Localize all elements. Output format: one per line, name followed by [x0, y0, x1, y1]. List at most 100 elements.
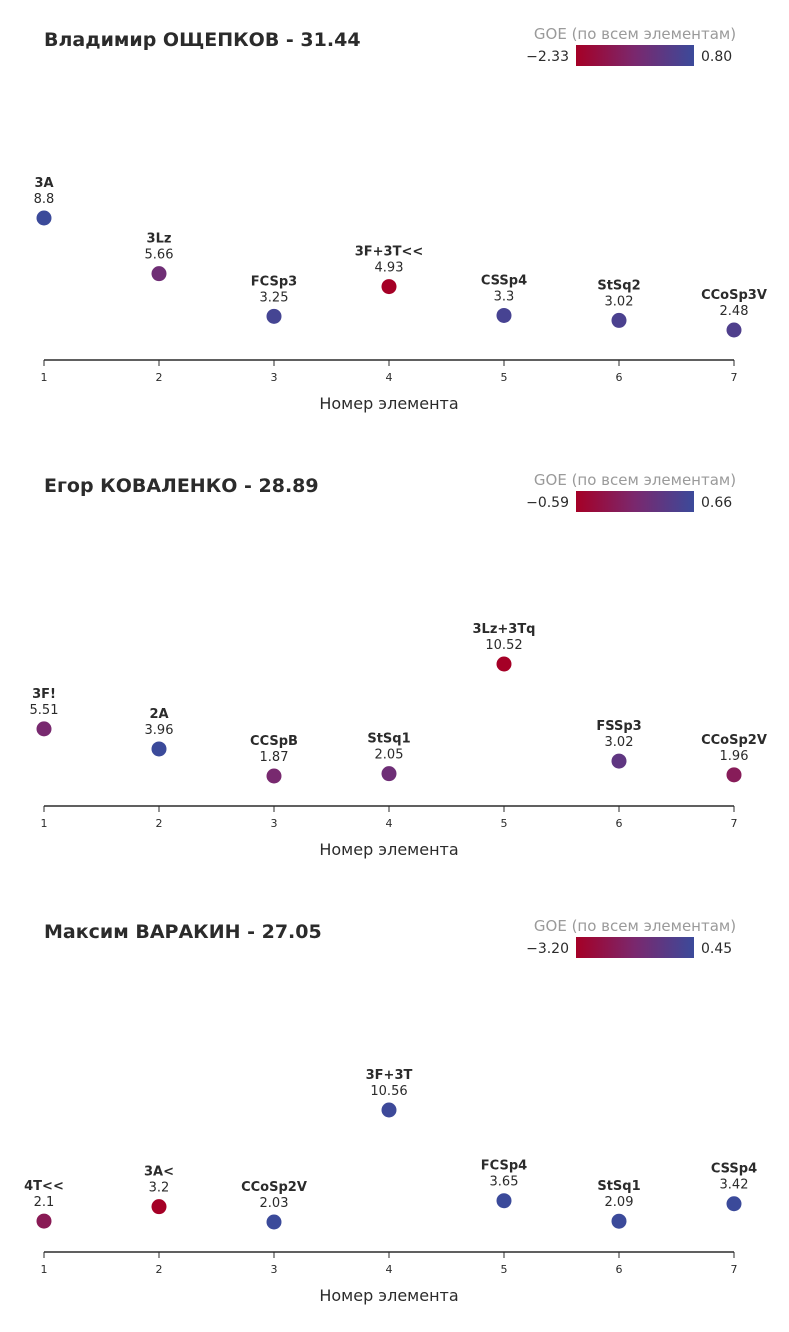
data-point[interactable]: [726, 322, 742, 338]
data-point[interactable]: [496, 656, 512, 672]
data-point[interactable]: [36, 1213, 52, 1229]
value-label: 8.8: [34, 192, 55, 207]
data-point[interactable]: [726, 767, 742, 783]
chart-title: Егор КОВАЛЕНКО - 28.89: [44, 475, 319, 497]
goe-legend: GOE (по всем элементам) −0.59 0.66: [526, 471, 736, 512]
legend-min-label: −0.59: [526, 495, 569, 511]
element-label: CCoSp2V: [701, 733, 767, 748]
element-label: 3A<: [144, 1165, 174, 1180]
x-tick-label: 5: [501, 1263, 508, 1276]
x-tick-label: 2: [156, 817, 163, 830]
data-point[interactable]: [496, 307, 512, 323]
value-label: 3.96: [145, 723, 174, 738]
element-label: CCoSp2V: [241, 1180, 307, 1195]
x-tick-label: 1: [41, 371, 48, 384]
chart-panel-3: Максим ВАРАКИН - 27.05 GOE (по всем элеме…: [24, 917, 757, 1305]
value-label: 2.05: [375, 748, 404, 763]
x-tick-label: 2: [156, 371, 163, 384]
x-axis-label: Номер элемента: [319, 394, 458, 413]
data-point[interactable]: [36, 721, 52, 737]
value-label: 5.51: [30, 703, 59, 718]
element-label: 4T<<: [24, 1179, 64, 1194]
value-label: 4.93: [375, 261, 404, 276]
x-tick-label: 3: [271, 1263, 278, 1276]
data-point[interactable]: [381, 1102, 397, 1118]
data-point-group: 3A<3.2: [144, 1165, 174, 1215]
goe-legend: GOE (по всем элементам) −2.33 0.80: [526, 25, 736, 66]
legend-min-label: −2.33: [526, 49, 569, 65]
x-tick-label: 1: [41, 1263, 48, 1276]
x-tick-label: 4: [386, 1263, 393, 1276]
legend-gradient-bar: [576, 45, 694, 66]
chart-title: Максим ВАРАКИН - 27.05: [44, 921, 322, 943]
value-label: 10.56: [370, 1084, 407, 1099]
value-label: 1.87: [260, 750, 289, 765]
element-label: FCSp3: [251, 274, 297, 289]
x-tick-label: 3: [271, 817, 278, 830]
data-point[interactable]: [151, 1199, 167, 1215]
value-label: 3.02: [605, 735, 634, 750]
element-label: FSSp3: [596, 719, 641, 734]
data-point[interactable]: [266, 308, 282, 324]
element-label: 3A: [34, 176, 53, 191]
element-label: StSq1: [597, 1179, 640, 1194]
element-label: StSq2: [597, 278, 640, 293]
value-label: 2.1: [34, 1195, 55, 1210]
element-label: CSSp4: [481, 273, 527, 288]
element-label: 3F+3T<<: [355, 245, 424, 260]
x-tick-label: 7: [731, 371, 738, 384]
element-label: 3Lz+3Tq: [472, 622, 535, 637]
legend-title: GOE (по всем элементам): [534, 471, 736, 489]
data-point[interactable]: [381, 766, 397, 782]
data-point[interactable]: [381, 279, 397, 295]
element-label: StSq1: [367, 732, 410, 747]
data-point[interactable]: [611, 312, 627, 328]
data-point[interactable]: [266, 1214, 282, 1230]
value-label: 2.09: [605, 1195, 634, 1210]
element-label: CCSpB: [250, 734, 298, 749]
data-point[interactable]: [611, 753, 627, 769]
x-axis-label: Номер элемента: [319, 1286, 458, 1305]
data-point-group: 3F!5.51: [30, 687, 59, 737]
data-point[interactable]: [266, 768, 282, 784]
data-point[interactable]: [726, 1196, 742, 1212]
x-tick-label: 4: [386, 371, 393, 384]
data-point-group: 4T<<2.1: [24, 1179, 64, 1229]
value-label: 3.25: [260, 290, 289, 305]
data-point-group: 3F+3T<<4.93: [355, 245, 424, 295]
x-tick-label: 5: [501, 817, 508, 830]
element-label: CCoSp3V: [701, 288, 767, 303]
x-tick-label: 7: [731, 817, 738, 830]
x-tick-label: 1: [41, 817, 48, 830]
legend-max-label: 0.66: [701, 495, 732, 511]
value-label: 5.66: [145, 248, 174, 263]
data-point[interactable]: [151, 741, 167, 757]
x-tick-label: 6: [616, 371, 623, 384]
value-label: 3.3: [494, 289, 515, 304]
x-axis-label: Номер элемента: [319, 840, 458, 859]
data-point[interactable]: [496, 1193, 512, 1209]
data-point[interactable]: [151, 266, 167, 282]
data-point[interactable]: [36, 210, 52, 226]
data-point[interactable]: [611, 1213, 627, 1229]
data-point-group: 2A3.96: [145, 707, 174, 757]
x-tick-label: 4: [386, 817, 393, 830]
value-label: 3.02: [605, 294, 634, 309]
value-label: 3.42: [720, 1178, 749, 1193]
